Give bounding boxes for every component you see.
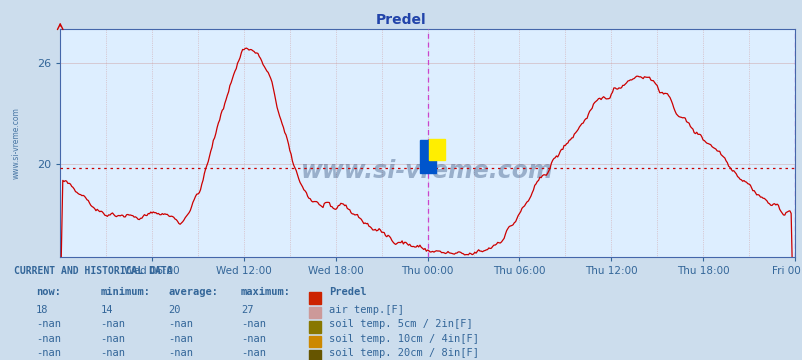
Text: 14: 14 [100,305,113,315]
Text: -nan: -nan [241,319,265,329]
Text: 20: 20 [168,305,181,315]
Text: average:: average: [168,287,218,297]
Text: -nan: -nan [100,348,125,358]
Text: now:: now: [36,287,61,297]
Text: -nan: -nan [241,348,265,358]
Text: -nan: -nan [100,334,125,344]
Text: -nan: -nan [36,334,61,344]
Bar [309,321,321,333]
Bar [309,292,321,303]
Text: -nan: -nan [168,319,193,329]
Text: soil temp. 20cm / 8in[F]: soil temp. 20cm / 8in[F] [329,348,479,358]
Bar [309,306,321,318]
Text: -nan: -nan [100,319,125,329]
Text: air temp.[F]: air temp.[F] [329,305,403,315]
Text: -nan: -nan [168,334,193,344]
Text: minimum:: minimum: [100,287,150,297]
Text: maximum:: maximum: [241,287,290,297]
Bar [309,336,321,347]
Text: www.si-vreme.com: www.si-vreme.com [11,107,21,179]
Text: Predel: Predel [375,13,427,27]
Text: -nan: -nan [168,348,193,358]
Text: Predel: Predel [329,287,367,297]
Text: 18: 18 [36,305,49,315]
Text: CURRENT AND HISTORICAL DATA: CURRENT AND HISTORICAL DATA [14,266,173,276]
Text: -nan: -nan [36,319,61,329]
Text: www.si-vreme.com: www.si-vreme.com [301,158,553,183]
Text: 27: 27 [241,305,253,315]
Text: -nan: -nan [241,334,265,344]
Bar [309,350,321,360]
Text: soil temp. 10cm / 4in[F]: soil temp. 10cm / 4in[F] [329,334,479,344]
Text: soil temp. 5cm / 2in[F]: soil temp. 5cm / 2in[F] [329,319,472,329]
Text: -nan: -nan [36,348,61,358]
